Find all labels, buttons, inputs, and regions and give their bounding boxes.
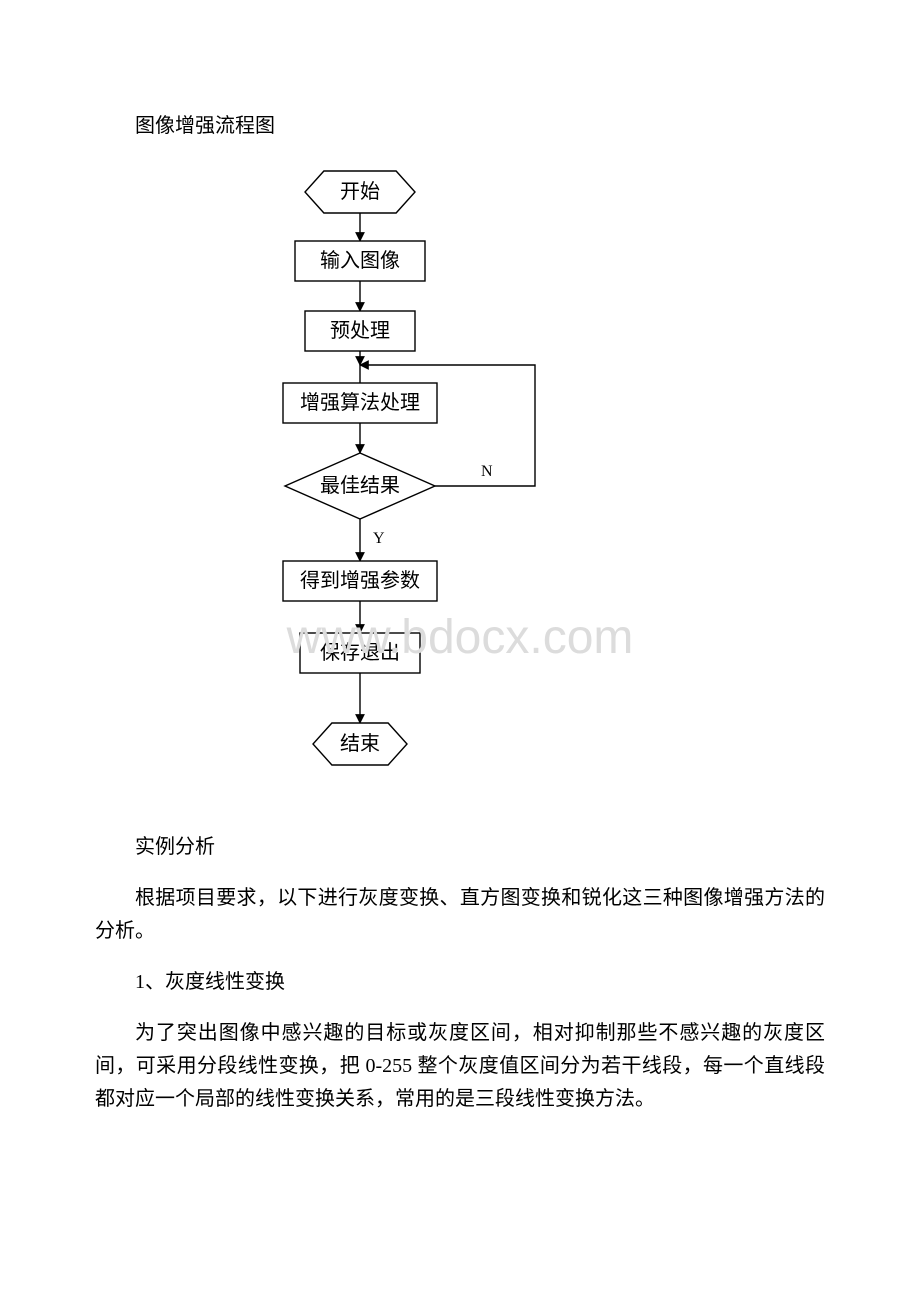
node-label-param: 得到增强参数 bbox=[300, 569, 420, 592]
edge-label: Y bbox=[373, 530, 385, 547]
edge-label: N bbox=[481, 463, 493, 480]
node-label-end: 结束 bbox=[340, 732, 380, 755]
flowchart-container: Y N 开始输入图像预处理增强算法处理最佳结果得到增强参数保存退出结束 bbox=[95, 161, 825, 781]
node-label-alg: 增强算法处理 bbox=[300, 391, 420, 414]
node-label-pre: 预处理 bbox=[330, 319, 390, 342]
paragraph-1: 根据项目要求，以下进行灰度变换、直方图变换和锐化这三种图像增强方法的分析。 bbox=[95, 882, 825, 948]
paragraph-2: 为了突出图像中感兴趣的目标或灰度区间，相对抑制那些不感兴趣的灰度区间，可采用分段… bbox=[95, 1017, 825, 1116]
item-1-title: 1、灰度线性变换 bbox=[95, 966, 825, 999]
node-label-save: 保存退出 bbox=[320, 641, 400, 664]
node-label-best: 最佳结果 bbox=[320, 474, 400, 497]
flowchart: Y N 开始输入图像预处理增强算法处理最佳结果得到增强参数保存退出结束 bbox=[155, 161, 575, 781]
heading: 图像增强流程图 bbox=[95, 110, 825, 143]
paragraph-1-text: 根据项目要求，以下进行灰度变换、直方图变换和锐化这三种图像增强方法的分析。 bbox=[95, 882, 825, 948]
node-label-start: 开始 bbox=[340, 180, 380, 203]
node-label-input: 输入图像 bbox=[320, 249, 400, 272]
section-title: 实例分析 bbox=[95, 831, 825, 864]
page: 图像增强流程图 Y N 开始输入图像预处理增强算法处理最佳结果得到增强参数保存退出… bbox=[0, 0, 920, 1302]
